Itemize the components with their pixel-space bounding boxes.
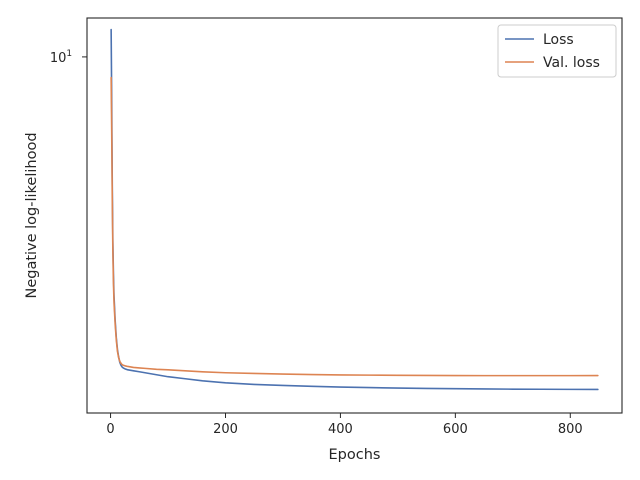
plot-frame	[86, 17, 623, 414]
legend-box	[497, 24, 617, 78]
x-tick-label: 400	[328, 422, 353, 437]
x-tick-label: 600	[443, 422, 468, 437]
y-axis-title: Negative log-likelihood	[24, 132, 40, 298]
legend: Loss Val. loss	[497, 24, 617, 78]
x-axis-title: Epochs	[329, 447, 381, 463]
series-layer	[110, 28, 599, 391]
legend-label-val-loss: Val. loss	[543, 55, 600, 71]
y-tick-label: 101	[50, 49, 72, 66]
x-tick-label: 0	[106, 422, 114, 437]
y-axis: 101	[50, 49, 87, 66]
x-axis: 0 200 400 600 800	[106, 413, 583, 437]
legend-label-loss: Loss	[543, 32, 574, 48]
x-tick-label: 200	[213, 422, 238, 437]
x-tick-label: 800	[558, 422, 583, 437]
plot-area	[87, 18, 622, 413]
series-line-val-loss	[110, 76, 599, 377]
